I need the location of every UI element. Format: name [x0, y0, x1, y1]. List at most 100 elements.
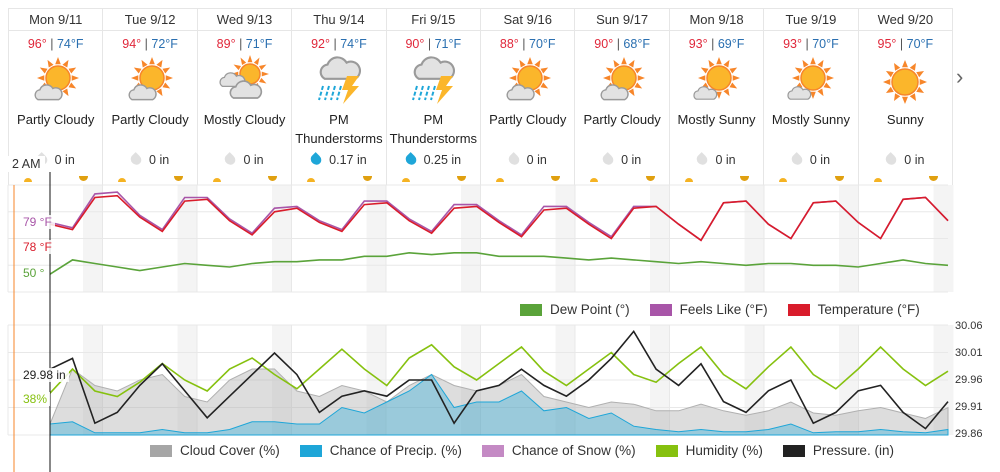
humidity-line — [49, 343, 949, 398]
sunrise-icon — [212, 178, 221, 182]
day-column[interactable]: Thu 9/14 92° | 74°F PM Thunderstorms 0.1… — [292, 9, 387, 185]
high-temp: 92° — [311, 37, 330, 51]
day-column[interactable]: Wed 9/20 95° | 70°F Sunny 0 in — [858, 9, 954, 185]
low-temp: 69°F — [717, 37, 745, 51]
condition: Sunny — [886, 112, 924, 127]
day-temps: 90° | 68°F — [575, 37, 668, 51]
temperature-tooltip: 78 °F — [20, 240, 55, 254]
legend-label: Chance of Snow (%) — [511, 443, 636, 458]
chevron-right-icon[interactable]: › — [956, 64, 964, 89]
low-temp: 74°F — [340, 37, 367, 51]
mostly-cloudy-icon — [217, 54, 273, 110]
separator: | — [333, 37, 337, 51]
thunderstorm-icon — [405, 54, 461, 110]
thunderstorm-icon — [311, 54, 367, 110]
legend-item[interactable]: Humidity (%) — [655, 443, 763, 458]
low-temp: 70°F — [906, 37, 934, 51]
precip-amount: 0 in — [103, 152, 196, 167]
low-temp: 72°F — [151, 37, 178, 51]
separator: | — [805, 37, 809, 51]
legend-item[interactable]: Cloud Cover (%) — [150, 443, 280, 458]
mostly-sunny-icon — [689, 54, 745, 110]
day-temps: 90° | 71°F — [387, 37, 480, 51]
sunrise-icon — [307, 178, 316, 182]
condition: Mostly Cloudy — [203, 112, 286, 127]
low-temp: 74°F — [56, 37, 84, 51]
day-temps: 94° | 72°F — [103, 37, 196, 51]
condition: Partly Cloudy — [17, 112, 95, 127]
day-temps: 92° | 74°F — [292, 37, 385, 51]
precip-amount: 0 in — [764, 152, 857, 167]
low-temp: 70°F — [529, 37, 556, 51]
pressure-tick: 29.91 — [955, 401, 983, 413]
pressure-tick: 30.06 — [955, 320, 983, 332]
legend-item[interactable]: Chance of Snow (%) — [481, 443, 636, 458]
sunrise-icon — [401, 178, 410, 182]
day-column[interactable]: Sat 9/16 88° | 70°F Partly Cloudy 0 in — [481, 9, 576, 185]
day-column[interactable]: Fri 9/15 90° | 71°F PM Thunderstorms 0.2… — [386, 9, 482, 185]
precip-value: 0.25 in — [423, 153, 462, 167]
feels-like-tooltip: 79 °F — [20, 215, 55, 229]
separator: | — [427, 37, 432, 51]
sunset-icon — [457, 176, 467, 181]
day-column[interactable]: Mon 9/11 96° | 74°F Partly Cloudy 0 in — [8, 9, 104, 185]
precip-value: 0 in — [904, 153, 925, 167]
sunset-icon — [362, 176, 372, 181]
current-time-label: 2 AM — [8, 156, 45, 172]
legend-swatch — [299, 444, 322, 457]
precip-amount: 0 in — [575, 152, 668, 167]
day-name: Wed 9/13 — [197, 9, 292, 31]
legend-item[interactable]: Dew Point (°) — [520, 302, 630, 317]
precip-value: 0 in — [243, 153, 264, 167]
day-name: Sun 9/17 — [575, 9, 669, 31]
daily-forecast-strip: Mon 9/11 96° | 74°F Partly Cloudy 0 in T… — [8, 8, 954, 185]
high-temp: 96° — [27, 37, 47, 51]
legend-swatch — [782, 444, 805, 457]
sunset-icon — [551, 176, 561, 181]
precip-value: 0.17 in — [329, 153, 367, 167]
precip-amount: 0.25 in — [387, 152, 480, 167]
legend-item[interactable]: Temperature (°F) — [787, 302, 920, 317]
condition: Mostly Sunny — [677, 112, 756, 127]
day-temps: 88° | 70°F — [481, 37, 574, 51]
precip-amount: 0 in — [670, 152, 763, 167]
legend-swatch — [520, 303, 542, 316]
legend-item[interactable]: Chance of Precip. (%) — [299, 443, 462, 458]
day-column[interactable]: Sun 9/17 90° | 68°F Partly Cloudy 0 in — [575, 9, 670, 185]
sunset-icon — [268, 176, 278, 181]
pressure-tick: 30.01 — [955, 347, 983, 359]
sunrise-icon — [873, 178, 882, 182]
condition: PM Thunderstorms — [295, 112, 383, 146]
precip-amount: 0 in — [481, 152, 574, 167]
day-column[interactable]: Wed 9/13 89° | 71°F Mostly Cloudy 0 in — [197, 9, 293, 185]
precip-value: 0 in — [54, 153, 75, 167]
sunset-icon — [834, 176, 844, 181]
legend-item[interactable]: Feels Like (°F) — [649, 302, 768, 317]
day-temps: 93° | 69°F — [670, 37, 763, 51]
separator: | — [144, 37, 148, 51]
legend-item[interactable]: Pressure. (in) — [782, 443, 894, 458]
humidity-tooltip: 38% — [20, 392, 51, 406]
day-temps: 95° | 70°F — [859, 37, 952, 51]
day-temps: 93° | 70°F — [764, 37, 857, 51]
day-name: Tue 9/19 — [764, 9, 858, 31]
day-name: Mon 9/18 — [669, 9, 764, 31]
day-column[interactable]: Tue 9/19 93° | 70°F Mostly Sunny 0 in — [764, 9, 859, 185]
precip-value: 0 in — [526, 153, 547, 167]
mostly-sunny-icon — [783, 54, 839, 110]
sunset-icon — [173, 176, 183, 181]
day-column[interactable]: Mon 9/18 93° | 69°F Mostly Sunny 0 in — [669, 9, 765, 185]
sunrise-icon — [118, 178, 127, 182]
conditions-legend: Cloud Cover (%) Chance of Precip. (%) Chan… — [150, 443, 894, 458]
day-column[interactable]: Tue 9/12 94° | 72°F Partly Cloudy 0 in — [103, 9, 198, 185]
high-temp: 88° — [499, 37, 519, 51]
high-temp: 93° — [688, 37, 708, 51]
legend-label: Pressure. (in) — [812, 443, 894, 458]
day-name: Tue 9/12 — [103, 9, 197, 31]
sunrise-icon — [496, 178, 505, 182]
legend-swatch — [481, 444, 504, 457]
high-temp: 90° — [405, 37, 425, 51]
precip-value: 0 in — [621, 153, 642, 167]
pressure-tooltip: 29.98 in — [20, 368, 69, 382]
condition: PM Thunderstorms — [389, 112, 478, 146]
